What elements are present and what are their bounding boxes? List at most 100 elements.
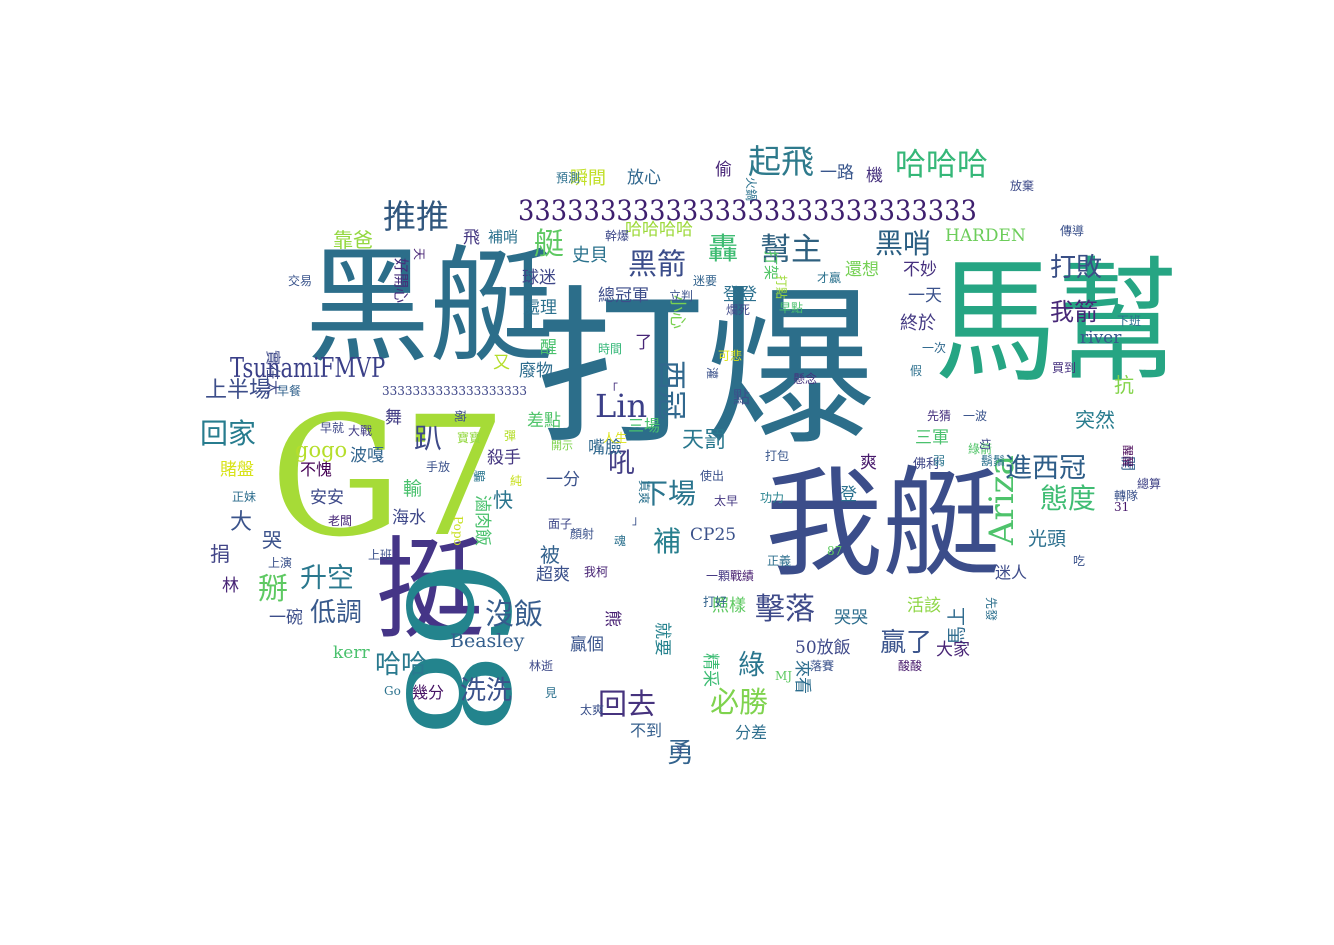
word-171: 87 bbox=[827, 544, 843, 558]
word-45: gogo bbox=[295, 438, 348, 462]
word-100: 哈哈哈哈 bbox=[625, 220, 693, 240]
word-71: 安安 bbox=[310, 488, 344, 508]
word-70: 輸 bbox=[403, 478, 423, 500]
word-105: 就要 bbox=[652, 622, 672, 656]
word-3: 黑艇 bbox=[305, 235, 555, 380]
word-102: 補哨 bbox=[488, 228, 519, 246]
word-47: Beasley bbox=[450, 630, 525, 652]
word-38: 吼 bbox=[608, 448, 635, 479]
word-108: 幾分 bbox=[412, 683, 445, 702]
word-122: 一次 bbox=[922, 341, 947, 355]
word-110: 好開心 bbox=[392, 258, 410, 304]
word-101: 飛 bbox=[463, 228, 480, 248]
word-15: 黑哨 bbox=[875, 227, 932, 260]
word-138: 時間 bbox=[598, 342, 623, 356]
word-86: 不到 bbox=[630, 721, 663, 740]
word-46: HARDEN bbox=[945, 226, 1026, 246]
word-62: 還想 bbox=[845, 260, 879, 280]
word-135: 早點 bbox=[779, 301, 804, 315]
word-178: 先發 bbox=[984, 597, 998, 622]
word-106: 精采 bbox=[700, 653, 720, 687]
word-5: 我艇 bbox=[765, 455, 1002, 593]
word-92: 一碗 bbox=[269, 608, 303, 628]
word-170: 一顆 bbox=[706, 569, 731, 583]
word-76: 一分 bbox=[546, 470, 580, 490]
word-11: Lin bbox=[595, 387, 648, 425]
word-78: 三場 bbox=[628, 416, 661, 435]
word-58: 抗 bbox=[1114, 373, 1134, 397]
word-121: 佛利 bbox=[913, 457, 940, 472]
word-39: 下場 bbox=[640, 477, 697, 510]
word-42: 天罰 bbox=[682, 428, 727, 453]
word-73: 海水 bbox=[392, 508, 426, 528]
word-90: 捐 bbox=[210, 542, 230, 566]
word-67: 登登 bbox=[723, 285, 757, 305]
word-14: 哈哈哈 bbox=[895, 147, 988, 183]
word-189: 太爽 bbox=[580, 703, 605, 717]
word-177: 吃 bbox=[1073, 554, 1086, 568]
word-41: 西冠 bbox=[653, 360, 688, 420]
word-59: 突然 bbox=[1075, 408, 1115, 432]
word-130: 幹爆 bbox=[605, 229, 630, 243]
word-188: Go bbox=[384, 684, 401, 698]
word-180: 上班 bbox=[368, 548, 393, 562]
word-193: 」 bbox=[632, 513, 645, 527]
word-182: 打好 bbox=[703, 595, 728, 609]
word-52: 光頭 bbox=[1028, 528, 1067, 550]
word-156: 騙 bbox=[472, 470, 486, 483]
word-25: 升空 bbox=[300, 563, 354, 594]
word-154: 寶寶 bbox=[457, 431, 482, 445]
word-139: 可悲 bbox=[718, 349, 743, 363]
word-186: 見 bbox=[545, 686, 558, 700]
word-97: 偷 bbox=[715, 160, 732, 180]
word-60: 一天 bbox=[908, 286, 942, 306]
word-63: 史貝 bbox=[572, 245, 608, 266]
word-175: 醒醒 bbox=[1121, 445, 1134, 467]
word-61: 不妙 bbox=[903, 260, 937, 280]
word-174: 31 bbox=[1114, 500, 1130, 514]
word-16: 幫主 bbox=[760, 232, 822, 268]
word-164: 老闆 bbox=[328, 514, 353, 528]
word-99: 機 bbox=[866, 166, 883, 186]
word-109: 醒 bbox=[540, 338, 557, 358]
word-66: 總冠軍 bbox=[598, 286, 649, 306]
word-96: 放心 bbox=[627, 168, 661, 188]
word-169: 戰績 bbox=[730, 569, 755, 583]
word-126: 放棄 bbox=[1010, 179, 1035, 193]
word-172: 正義 bbox=[767, 554, 792, 568]
word-114: 舞 bbox=[385, 408, 402, 428]
word-143: 一波 bbox=[963, 409, 988, 423]
word-151: 早就 bbox=[320, 421, 345, 435]
word-98: 一路 bbox=[820, 163, 854, 183]
word-128: 預測 bbox=[556, 171, 581, 185]
word-184: 落賽 bbox=[810, 659, 835, 673]
word-44: 靠爸 bbox=[333, 228, 373, 252]
word-80: 廢物 bbox=[519, 361, 553, 381]
word-31: 贏了 bbox=[880, 628, 933, 658]
word-150: 早餐 bbox=[277, 384, 302, 398]
word-162: 打包 bbox=[765, 449, 790, 463]
word-103: 滷肉飯 bbox=[472, 495, 492, 546]
word-116: 點 bbox=[733, 388, 750, 408]
word-142: 先猜 bbox=[927, 409, 952, 423]
word-157: 純 bbox=[510, 474, 523, 488]
word-26: 哈哈 bbox=[375, 650, 428, 680]
word-137: 下班 bbox=[1117, 314, 1142, 328]
word-129: 交易 bbox=[288, 274, 313, 288]
word-194: 天 bbox=[412, 248, 426, 261]
word-95: 瞬間 bbox=[570, 168, 606, 189]
word-28: 回去 bbox=[598, 687, 657, 721]
word-118: 了 bbox=[635, 333, 652, 353]
word-75: 超爽 bbox=[536, 565, 570, 585]
word-35: 艇 bbox=[534, 227, 564, 262]
word-141: 假 bbox=[910, 364, 923, 378]
word-4: G7 bbox=[270, 381, 507, 573]
word-160: 太早 bbox=[714, 494, 739, 508]
word-24: 沒飯 bbox=[485, 597, 544, 631]
word-134: 打點 bbox=[774, 275, 788, 300]
word-9: TsunamiFMVP bbox=[230, 353, 386, 384]
word-89: 大 bbox=[230, 510, 253, 535]
word-113: 3333333333333333333 bbox=[382, 384, 528, 398]
word-187: 林逝 bbox=[529, 659, 554, 673]
